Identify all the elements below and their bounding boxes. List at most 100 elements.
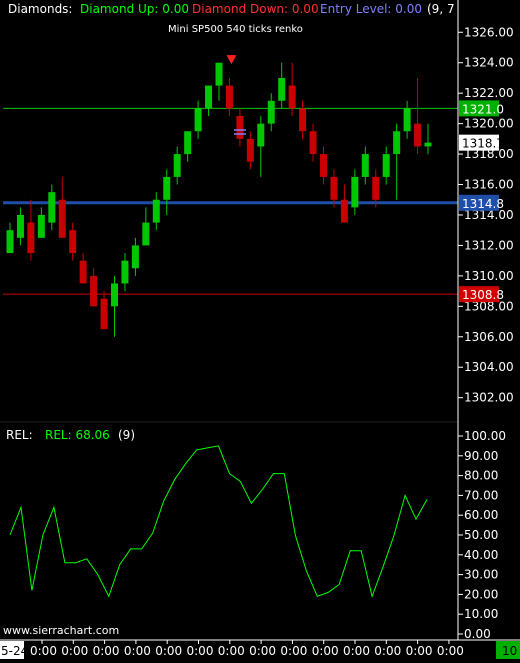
candle-up: [6, 230, 14, 254]
candle-up: [142, 222, 150, 246]
x-tick-label: 0:00: [343, 644, 370, 658]
candle-up: [215, 62, 223, 86]
x-axis-first-label: 5-24: [1, 644, 28, 658]
last-level-label: 1318.75: [462, 137, 512, 151]
upper-level-label: 1321.0: [462, 102, 504, 116]
candle-up: [131, 245, 139, 269]
diamond-down-marker: [226, 55, 237, 65]
diamond-up-label: Diamond Up: 0.00: [80, 2, 189, 16]
chart-title: Mini SP500 540 ticks renko: [168, 24, 303, 35]
candle-down: [320, 154, 327, 177]
price-tick-label: 1310.00: [464, 269, 514, 283]
rel-chart: [0, 421, 458, 599]
rel-tick-label: 40.00: [464, 548, 498, 562]
price-tick-label: 1322.00: [464, 86, 514, 100]
candle-down: [27, 222, 35, 254]
x-tick-label: 0:00: [30, 644, 57, 658]
x-tick-label: 0:00: [155, 644, 182, 658]
upper-level-badge: [459, 100, 499, 117]
x-tick-label: 0:00: [93, 644, 120, 658]
price-tick-label: 1316.00: [464, 178, 514, 192]
x-tick-label: 0:00: [249, 644, 276, 658]
price-tick-label: 1304.00: [464, 360, 514, 374]
candle-down: [372, 176, 380, 200]
x-tick-label: 0:00: [187, 644, 214, 658]
entry-level-label: Entry Level: 0.00: [320, 2, 422, 16]
candle-up: [37, 214, 45, 238]
price-chart: [3, 55, 458, 337]
candle-up: [184, 131, 192, 155]
price-tick-label: 1312.00: [464, 238, 514, 252]
corner-badge-label: 10: [502, 644, 517, 658]
candle-down: [414, 123, 422, 147]
candle-up: [257, 123, 265, 147]
diamond-down-label: Diamond Down: 0.00: [192, 2, 319, 16]
candle-down: [69, 230, 77, 254]
price-tick-label: 1302.00: [464, 391, 514, 405]
candle-down: [299, 108, 307, 132]
candle-up: [163, 176, 171, 200]
candle-down: [246, 138, 254, 162]
rel-tick-label: 50.00: [464, 528, 498, 542]
sierrachart-watermark[interactable]: www.sierrachart.com: [3, 624, 120, 637]
candle-down: [288, 85, 296, 109]
x-tick-label: 0:00: [61, 644, 88, 658]
entry-level-badge: [459, 194, 499, 211]
candle-up: [267, 100, 275, 124]
rel-tick-label: 90.00: [464, 449, 498, 463]
price-tick-label: 1320.00: [464, 117, 514, 131]
rel-tick-label: 100.00: [464, 429, 506, 443]
rel-period: (9): [118, 428, 135, 442]
x-tick-label: 0:00: [218, 644, 245, 658]
x-tick-label: 0:00: [280, 644, 307, 658]
rel-tick-label: 30.00: [464, 568, 498, 582]
candle-up: [111, 283, 118, 307]
candle-down: [309, 131, 317, 155]
last-level-badge: [459, 134, 499, 151]
rel-tick-label: 60.00: [464, 508, 498, 522]
rel-tick-label: 20.00: [464, 587, 498, 601]
candle-up: [382, 154, 390, 177]
candle-up: [121, 260, 129, 284]
candle-down: [340, 199, 348, 223]
candle-up: [194, 108, 202, 132]
candle-up: [48, 192, 56, 223]
candle-up: [393, 131, 401, 155]
diamonds-label: Diamonds:: [8, 2, 73, 16]
candle-down: [330, 176, 338, 200]
candle-down: [225, 85, 233, 109]
corner-badge: [496, 641, 520, 659]
x-tick-label: 0:00: [437, 644, 464, 658]
candle-up: [152, 199, 160, 223]
price-tick-label: 1324.00: [464, 56, 514, 70]
candle-up: [424, 142, 432, 147]
price-tick-label: 1314.00: [464, 208, 514, 222]
x-tick-label: 0:00: [124, 644, 151, 658]
rel-tick-label: 10.00: [464, 607, 498, 621]
candle-up: [173, 154, 181, 177]
candle-down: [100, 298, 108, 330]
rel-tick-label: 70.00: [464, 488, 498, 502]
study-params-label: (9, 7: [427, 2, 455, 16]
rel-study-label: REL:: [6, 428, 33, 442]
lower-level-badge: [459, 286, 499, 303]
candle-down: [79, 260, 87, 284]
candle-up: [205, 85, 213, 109]
x-axis-first-badge: [0, 641, 24, 659]
entry-level-label: 1314.8: [462, 197, 504, 211]
candle-up: [403, 108, 411, 132]
candle-up: [16, 214, 24, 238]
candle-down: [236, 116, 244, 139]
rel-value: REL: 68.06: [45, 428, 110, 442]
price-tick-label: 1326.00: [464, 25, 514, 39]
rel-tick-label: 0.00: [464, 627, 491, 641]
candle-up: [361, 154, 369, 177]
x-tick-label: 0:00: [406, 644, 433, 658]
candle-up: [278, 77, 286, 101]
price-tick-label: 1308.00: [464, 299, 514, 313]
x-tick-label: 0:00: [374, 644, 401, 658]
x-tick-label: 0:00: [312, 644, 339, 658]
